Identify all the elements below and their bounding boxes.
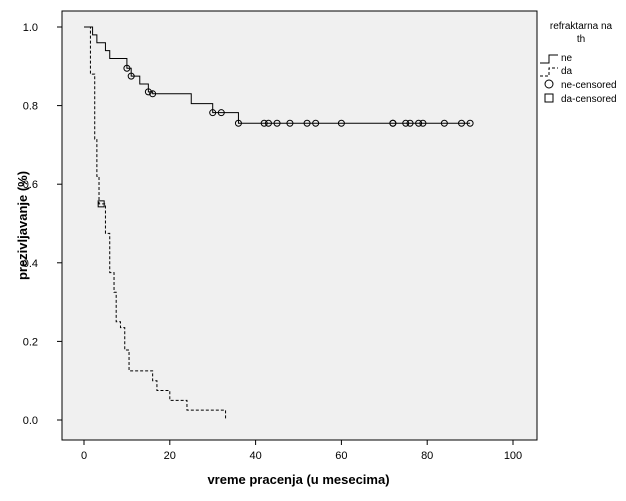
legend-label: da [561, 66, 573, 77]
legend-symbol-square [544, 93, 554, 103]
x-tick-label: 20 [164, 450, 176, 462]
censor-marker-ne [144, 88, 152, 96]
legend: refraktarna na th ne da ne-censored da-cens… [540, 21, 617, 105]
legend-symbol-dashed-step [540, 67, 558, 77]
x-tick-label: 100 [504, 450, 522, 462]
plot-area [61, 10, 538, 441]
y-tick-label: 0.8 [23, 101, 38, 113]
y-tick-label: 0.6 [23, 179, 38, 191]
y-tick-label: 0.0 [23, 415, 38, 427]
y-tick-label: 1.0 [23, 22, 38, 34]
censor-marker-ne [389, 119, 397, 127]
censor-marker-ne [337, 119, 345, 127]
x-tick-label: 60 [335, 450, 347, 462]
legend-symbol-solid-step [540, 54, 558, 64]
censor-marker-ne [217, 109, 225, 117]
legend-title-line-2: th [577, 34, 585, 45]
x-tick-label: 40 [249, 450, 261, 462]
censor-marker-ne [312, 119, 320, 127]
legend-title-line-1: refraktarna na [550, 21, 613, 32]
censor-marker-ne [286, 119, 294, 127]
legend-symbol-circle [544, 79, 554, 89]
y-tick-label: 0.2 [23, 336, 38, 348]
censor-marker-ne [209, 109, 217, 117]
censor-marker-ne [458, 119, 466, 127]
censor-marker-ne [419, 119, 427, 127]
x-tick-label: 0 [81, 450, 87, 462]
censor-marker-ne [149, 90, 157, 98]
censor-marker-ne [273, 119, 281, 127]
x-axis-title: vreme pracenja (u mesecima) [207, 472, 389, 487]
censor-marker-ne [406, 119, 414, 127]
censor-marker-ne [402, 119, 410, 127]
censor-marker-ne [466, 119, 474, 127]
censor-marker-ne [303, 119, 311, 127]
series-layer [84, 26, 474, 420]
censor-marker-ne [127, 72, 135, 80]
x-tick-label: 80 [421, 450, 433, 462]
legend-label: ne [561, 53, 573, 64]
y-axis: 0.0 0.2 0.4 0.6 0.8 1.0 [23, 22, 62, 427]
censor-marker-ne [123, 64, 131, 72]
survival-curve-da [84, 26, 227, 420]
survival-curve-ne [84, 26, 471, 124]
censor-marker-ne [234, 119, 242, 127]
x-axis: 0 20 40 60 80 100 [81, 440, 522, 462]
y-axis-title: prezivljavanje (%) [15, 171, 30, 280]
censor-marker-ne [260, 119, 268, 127]
legend-label: ne-censored [561, 80, 617, 91]
censor-marker-ne [440, 119, 448, 127]
legend-label: da-censored [561, 94, 617, 105]
censor-marker-ne [415, 119, 423, 127]
y-tick-label: 0.4 [23, 258, 38, 270]
censor-marker-ne [264, 119, 272, 127]
censor-marker-da [97, 200, 105, 208]
